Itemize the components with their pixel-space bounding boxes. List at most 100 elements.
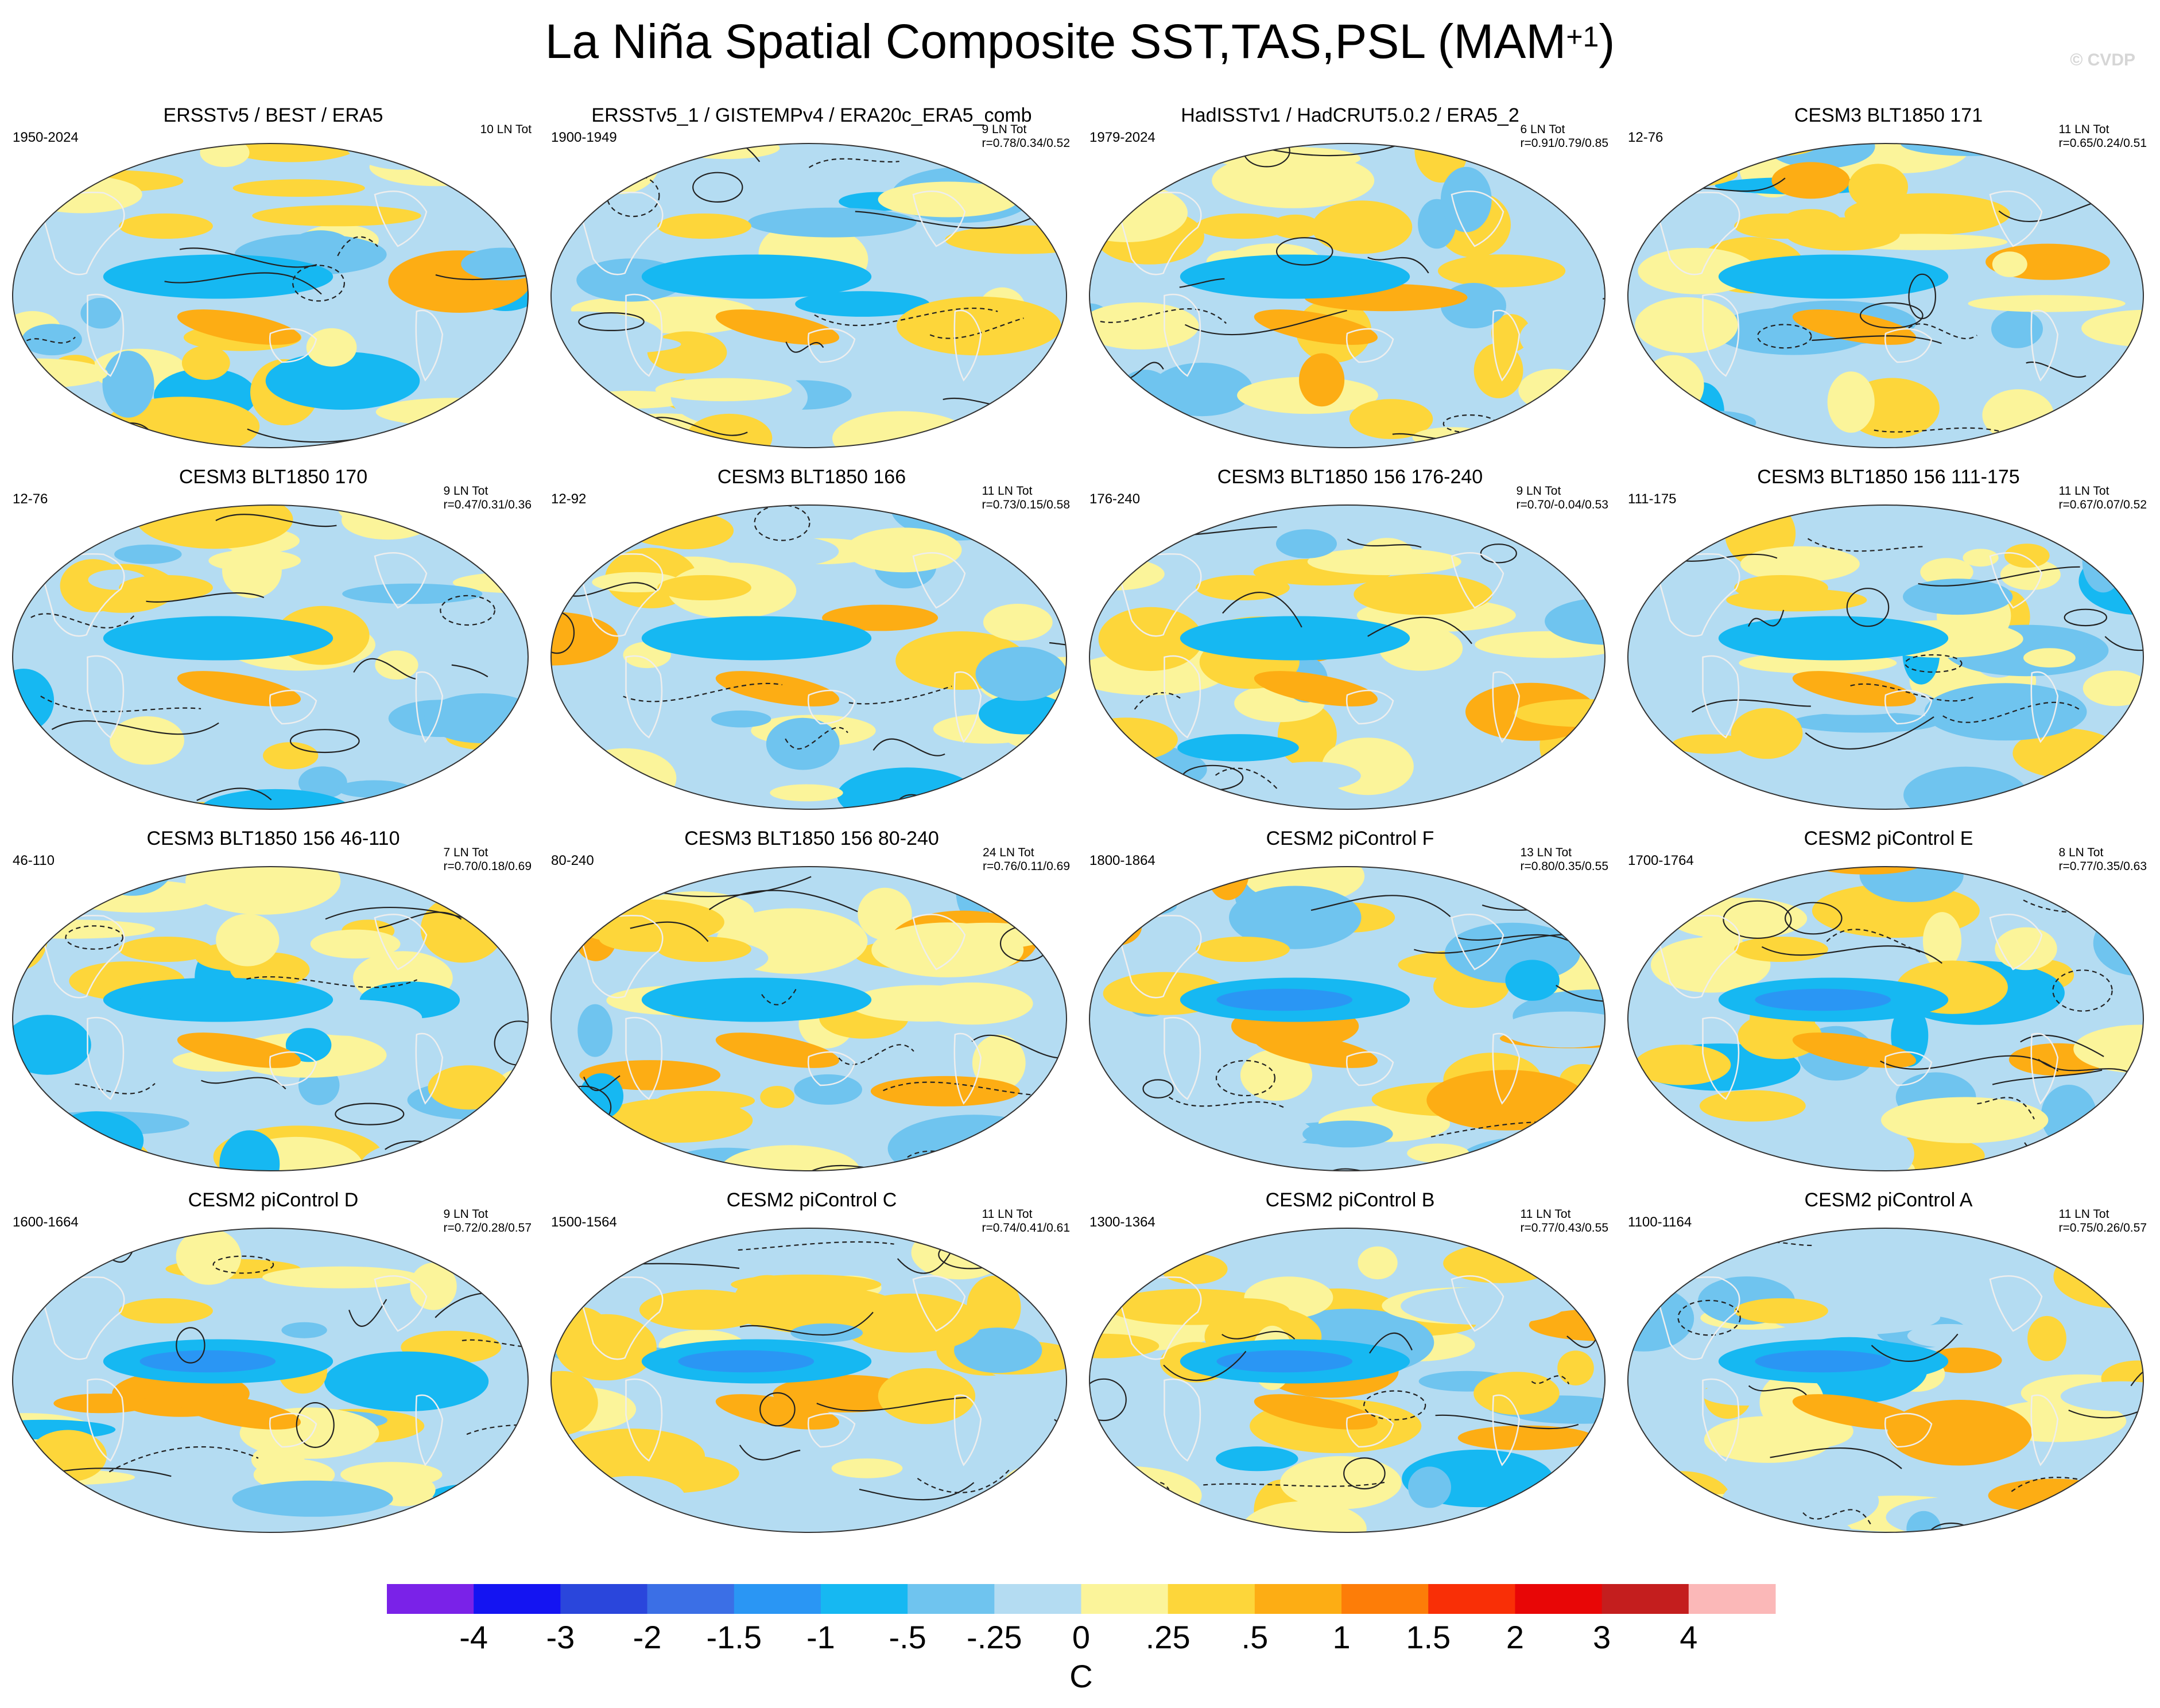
title-text: La Niña Spatial Composite SST,TAS,PSL (M…	[545, 14, 1566, 68]
colorbar-swatch	[1168, 1584, 1255, 1614]
anomaly-region	[1731, 708, 1803, 759]
map-panel: ERSSTv5 / BEST / ERA5 1950-2024 10 LN Tot	[3, 103, 543, 459]
anomaly-region	[114, 544, 182, 564]
warm-anomaly-region	[1734, 575, 1828, 600]
psl-contour	[1748, 610, 1785, 627]
psl-contour	[353, 658, 417, 680]
anomaly-region	[251, 1445, 305, 1475]
colorbar-tick-label: 2	[1506, 1619, 1524, 1655]
coastline	[87, 1016, 125, 1100]
panel-count-text: 11 LN Tot	[982, 484, 1033, 498]
colorbar-tick-label: -.5	[889, 1619, 926, 1655]
anomaly-region	[2105, 1228, 2143, 1273]
psl-contour	[1784, 902, 1843, 935]
anomaly-region	[1533, 505, 1605, 561]
anomaly-region	[911, 1228, 1009, 1280]
anomaly-region	[1302, 1120, 1393, 1148]
anomaly-region	[1529, 876, 1568, 921]
anomaly-region	[848, 985, 999, 1022]
coastline	[87, 293, 125, 377]
cold-tongue-core	[678, 988, 815, 1011]
map-panel: CESM3 BLT1850 156 176-240 176-240 9 LN Tot…	[1080, 465, 1620, 821]
colorbar-swatch	[1515, 1584, 1603, 1614]
map-panel: ERSSTv5_1 / GISTEMPv4 / ERA20c_ERA5_comb…	[542, 103, 1081, 459]
panel-title: CESM3 BLT1850 156 46-110	[146, 828, 400, 849]
colorbar-tick-label: 4	[1680, 1619, 1697, 1655]
psl-contour	[1221, 1330, 1296, 1340]
panel-event-count: 8 LN Tot r=0.77/0.35/0.63	[2058, 846, 2147, 874]
psl-contour	[739, 1311, 874, 1336]
panel-period: 1979-2024	[1089, 130, 1155, 145]
anomaly-region	[429, 777, 526, 798]
anomaly-region	[822, 604, 939, 631]
psl-contour	[215, 514, 337, 527]
map-panel: CESM3 BLT1850 166 12-92 11 LN Tot r=0.73/0.…	[542, 465, 1081, 821]
coastline	[912, 914, 966, 971]
anomaly-region	[53, 1393, 152, 1414]
panel-title: CESM2 piControl A	[1804, 1189, 1973, 1211]
anomaly-region	[262, 1266, 421, 1288]
anomaly-region	[983, 604, 1053, 641]
anomaly-region	[1518, 368, 1591, 412]
anomaly-region	[1089, 505, 1194, 533]
psl-contour	[2130, 1362, 2143, 1399]
psl-contour	[1992, 1069, 2103, 1085]
anomaly-region	[1887, 1400, 2032, 1466]
anomaly-region	[21, 176, 142, 214]
anomaly-region	[642, 512, 734, 549]
coastline	[2030, 309, 2059, 382]
colorbar-tick-label: 3	[1593, 1619, 1611, 1655]
warm-anomaly-region	[1734, 1298, 1828, 1323]
anomaly-region	[551, 1236, 584, 1271]
anomaly-region	[1354, 574, 1493, 615]
anomaly-region	[2004, 544, 2050, 568]
psl-contour	[814, 307, 998, 327]
anomaly-region	[1229, 886, 1362, 949]
psl-contour	[1310, 895, 1451, 917]
panel-count-text: 11 LN Tot	[1520, 1208, 1571, 1221]
coastline	[1164, 1016, 1201, 1100]
cold-tongue-core	[1216, 988, 1353, 1011]
map-boundary	[550, 1228, 1067, 1533]
anomaly-region	[1514, 699, 1605, 727]
panel-title: CESM2 piControl C	[726, 1189, 897, 1211]
anomaly-region	[1554, 867, 1605, 897]
psl-contour	[1874, 427, 2026, 442]
psl-contour	[335, 1103, 405, 1125]
colorbar-swatch	[1081, 1584, 1169, 1614]
panel-title: CESM2 piControl E	[1804, 828, 1973, 849]
global-anomaly-map	[12, 866, 529, 1171]
psl-contour	[1748, 1385, 1807, 1396]
coastline	[2030, 1032, 2059, 1105]
anomaly-region	[551, 781, 591, 809]
psl-contour	[2038, 1058, 2132, 1074]
anomaly-region	[219, 1130, 280, 1171]
panel-title: CESM3 BLT1850 171	[1794, 104, 1983, 126]
panel-pattern-correlation: r=0.67/0.07/0.52	[2058, 498, 2147, 511]
anomaly-region	[1473, 1372, 1560, 1415]
anomaly-region	[655, 378, 792, 402]
coastline	[1164, 655, 1201, 739]
coastline	[1451, 1275, 1504, 1332]
coastline	[953, 671, 982, 743]
anomaly-region	[1299, 353, 1345, 407]
anomaly-region	[1089, 151, 1151, 206]
psl-contour	[1531, 1375, 1570, 1385]
coastline	[1702, 655, 1740, 739]
warm-anomaly-region	[119, 937, 213, 962]
anomaly-region	[831, 1458, 903, 1478]
psl-contour	[164, 272, 322, 295]
coastline	[1702, 1378, 1740, 1462]
psl-contour	[1756, 324, 1812, 349]
panel-event-count: 9 LN Tot r=0.72/0.28/0.57	[443, 1208, 532, 1235]
colorbar-swatch	[994, 1584, 1081, 1614]
anomaly-region	[954, 1327, 1042, 1373]
global-anomaly-map	[550, 866, 1067, 1171]
anomaly-region	[1771, 162, 1850, 199]
global-anomaly-map	[1627, 143, 2144, 448]
panel-period: 12-76	[1628, 130, 1663, 145]
cvdp-watermark: © CVDP	[2070, 51, 2135, 69]
anomaly-region	[871, 922, 1024, 977]
anomaly-region	[64, 505, 148, 529]
warm-anomaly-region	[1196, 937, 1290, 962]
